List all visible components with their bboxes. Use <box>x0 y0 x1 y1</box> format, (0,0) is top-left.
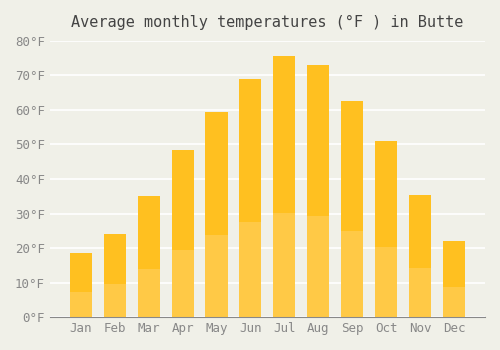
Bar <box>172 250 194 317</box>
Bar <box>70 253 92 317</box>
Bar <box>274 56 295 317</box>
Bar <box>70 292 92 317</box>
Bar <box>172 150 194 317</box>
Bar <box>206 235 228 317</box>
Bar <box>104 234 126 317</box>
Bar <box>375 141 398 317</box>
Bar <box>308 65 330 317</box>
Bar <box>274 213 295 317</box>
Bar <box>409 268 432 317</box>
Bar <box>443 287 465 317</box>
Bar <box>342 102 363 317</box>
Title: Average monthly temperatures (°F ) in Butte: Average monthly temperatures (°F ) in Bu… <box>71 15 464 30</box>
Bar <box>104 284 126 317</box>
Bar <box>240 222 262 317</box>
Bar <box>409 195 432 317</box>
Bar <box>443 241 465 317</box>
Bar <box>138 196 160 317</box>
Bar <box>308 216 330 317</box>
Bar <box>206 112 228 317</box>
Bar <box>342 231 363 317</box>
Bar <box>138 269 160 317</box>
Bar <box>240 79 262 317</box>
Bar <box>375 247 398 317</box>
